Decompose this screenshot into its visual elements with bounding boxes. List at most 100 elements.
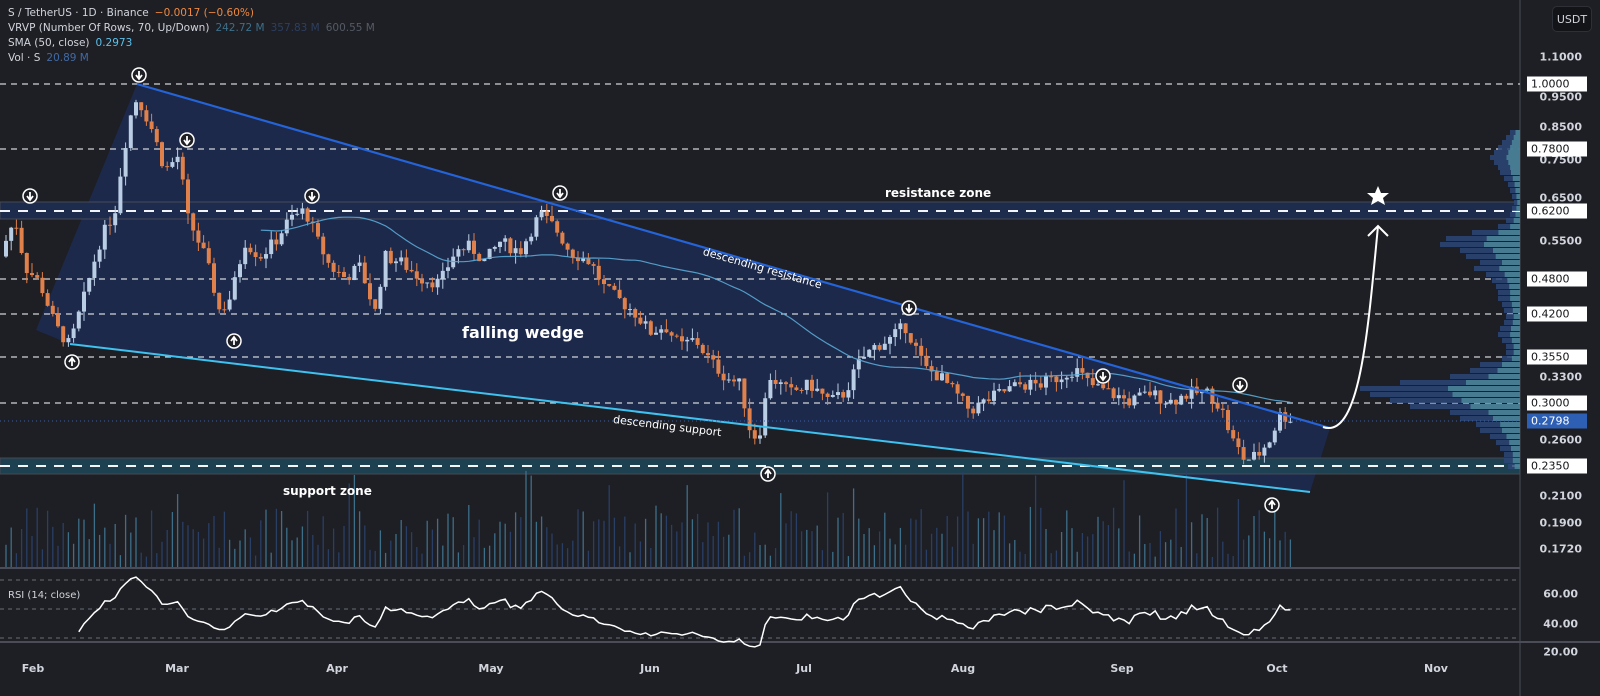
candle bbox=[997, 389, 1002, 391]
candle bbox=[1267, 442, 1272, 448]
candle bbox=[914, 342, 918, 346]
projection-arrow bbox=[1322, 225, 1379, 430]
candle bbox=[1283, 412, 1288, 422]
candle bbox=[1231, 430, 1236, 439]
candle bbox=[534, 217, 539, 237]
candle bbox=[97, 249, 102, 262]
candle bbox=[274, 239, 279, 245]
currency-button[interactable]: USDT bbox=[1552, 6, 1592, 32]
candle bbox=[1132, 395, 1137, 406]
candle bbox=[726, 379, 731, 381]
candle bbox=[1054, 376, 1059, 383]
candle bbox=[212, 263, 216, 293]
candle bbox=[160, 142, 164, 167]
arrow-head-icon bbox=[1367, 224, 1389, 237]
candle bbox=[1111, 388, 1116, 399]
candle bbox=[1252, 451, 1256, 460]
volume-row[interactable]: Vol · S 20.89 M bbox=[8, 51, 375, 66]
vrvp-row[interactable]: VRVP (Number Of Rows, 70, Up/Down) 242.72… bbox=[8, 21, 375, 36]
sma-row[interactable]: SMA (50, close) 0.2973 bbox=[8, 36, 375, 51]
candle bbox=[591, 264, 596, 266]
candle bbox=[206, 248, 211, 264]
candle bbox=[477, 253, 482, 262]
candle bbox=[279, 233, 284, 245]
descending-support-line bbox=[69, 343, 1311, 493]
candle bbox=[669, 332, 674, 336]
candle bbox=[1184, 395, 1189, 399]
candle bbox=[446, 267, 450, 271]
candle bbox=[461, 249, 466, 251]
candle bbox=[1085, 372, 1090, 379]
arrow-down-circle-icon bbox=[901, 300, 917, 316]
candle bbox=[248, 247, 253, 253]
candle bbox=[607, 284, 612, 286]
candle bbox=[596, 265, 601, 280]
candle bbox=[128, 115, 133, 149]
candle bbox=[409, 269, 414, 272]
price-axis-label: 0.9500 bbox=[1539, 90, 1582, 104]
candle bbox=[264, 254, 268, 259]
price-level-tag: 0.3000 bbox=[1527, 395, 1587, 411]
candle bbox=[1288, 421, 1293, 423]
candle bbox=[628, 309, 632, 311]
time-axis-label: Apr bbox=[326, 662, 348, 675]
candle bbox=[1059, 379, 1064, 383]
candle bbox=[56, 313, 60, 327]
candle bbox=[45, 293, 50, 306]
candle bbox=[1168, 399, 1173, 404]
price-level-tag: 0.4200 bbox=[1527, 306, 1587, 322]
candle bbox=[123, 148, 128, 177]
candle bbox=[1033, 379, 1038, 384]
candle bbox=[472, 240, 476, 254]
candle bbox=[1174, 399, 1178, 405]
arrow-up-circle-icon bbox=[226, 333, 242, 349]
volume-value: 20.89 M bbox=[46, 52, 89, 64]
candle bbox=[872, 345, 877, 350]
candle bbox=[1038, 383, 1043, 388]
rsi-axis-label: 20.00 bbox=[1543, 645, 1578, 659]
candle bbox=[1142, 391, 1147, 393]
arrow-down-circle-icon bbox=[304, 188, 320, 204]
price-level-tag: 0.7800 bbox=[1527, 141, 1587, 157]
candle bbox=[440, 270, 445, 279]
candle bbox=[825, 393, 830, 397]
candle bbox=[1049, 376, 1054, 378]
candle bbox=[529, 236, 534, 242]
candle bbox=[763, 398, 768, 436]
candle bbox=[976, 402, 981, 414]
candle bbox=[87, 277, 92, 292]
candle bbox=[414, 271, 419, 279]
falling-wedge-fill bbox=[36, 84, 1330, 492]
candle bbox=[1007, 386, 1012, 392]
price-level-tag: 0.4800 bbox=[1527, 271, 1587, 287]
sma-value: 0.2973 bbox=[95, 37, 133, 49]
time-axis-label: Jul bbox=[796, 662, 812, 675]
candle bbox=[342, 271, 346, 278]
candle bbox=[830, 394, 835, 397]
candle bbox=[960, 393, 965, 396]
candle bbox=[1210, 388, 1215, 403]
candle bbox=[908, 333, 913, 343]
candle bbox=[191, 213, 196, 231]
candle bbox=[30, 273, 34, 276]
candle bbox=[305, 208, 310, 222]
candle bbox=[1028, 379, 1033, 390]
candle bbox=[180, 156, 185, 180]
candle bbox=[664, 329, 669, 333]
candle bbox=[810, 379, 814, 391]
symbol-row[interactable]: S / TetherUS · 1D · Binance −0.0017 (−0.6… bbox=[8, 6, 375, 21]
candle bbox=[633, 309, 638, 318]
rsi-legend-label[interactable]: RSI (14; close) bbox=[8, 590, 81, 601]
candle bbox=[732, 379, 736, 382]
candle bbox=[144, 110, 149, 122]
time-axis-label: Jun bbox=[640, 662, 660, 675]
candle bbox=[492, 246, 497, 249]
candle bbox=[1236, 438, 1241, 448]
candle bbox=[846, 390, 851, 398]
arrow-down-circle-icon bbox=[552, 185, 568, 201]
candle bbox=[550, 215, 554, 222]
candle bbox=[971, 408, 976, 414]
candle bbox=[435, 278, 440, 288]
